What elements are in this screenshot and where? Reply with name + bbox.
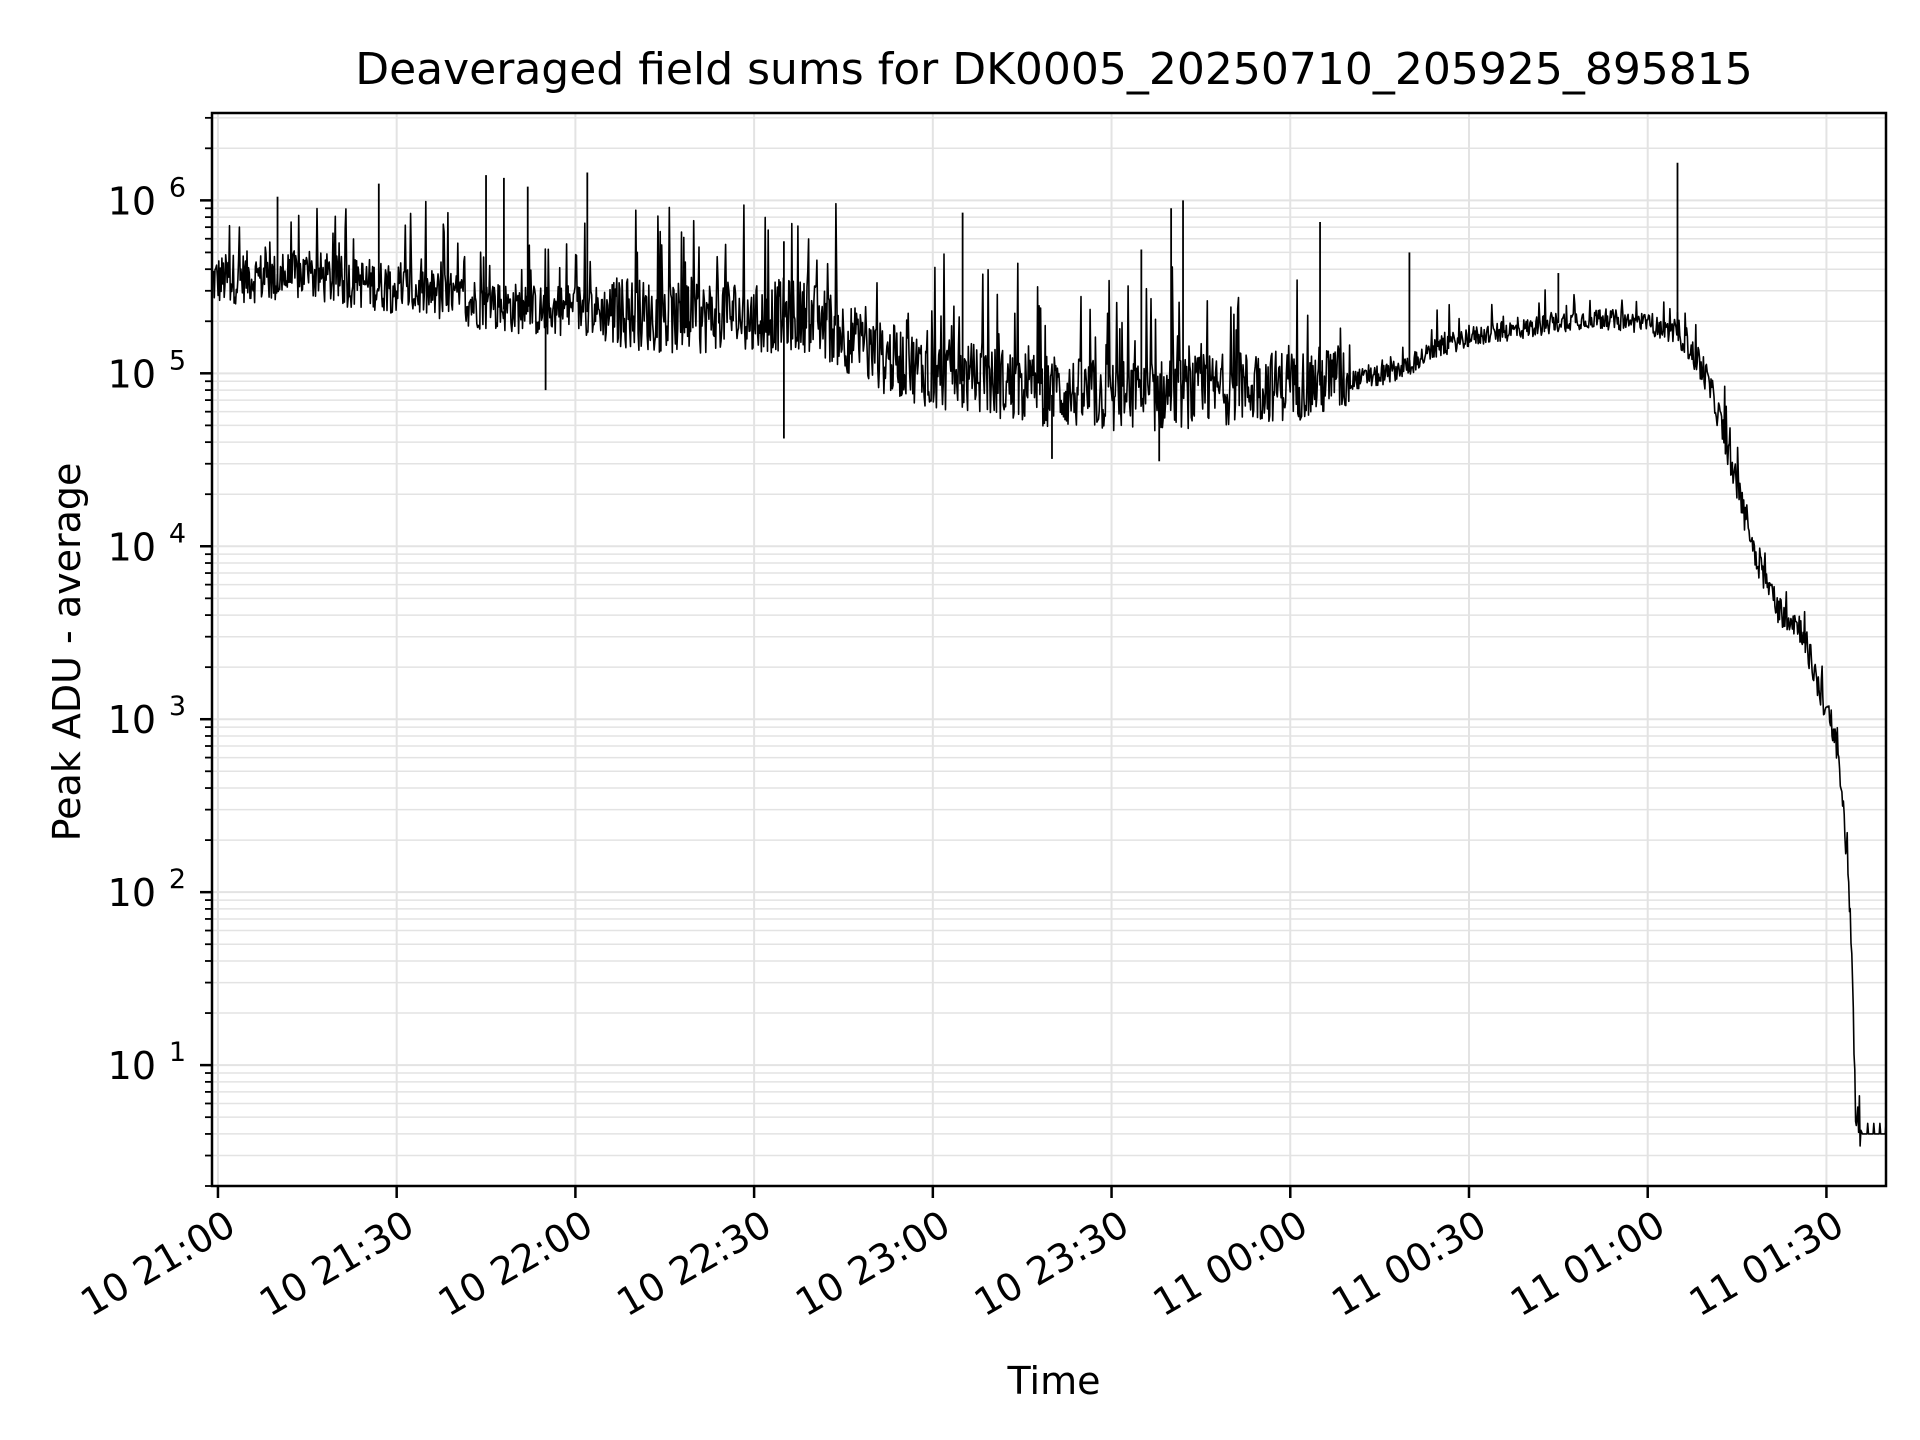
chart-title: Deaveraged field sums for DK0005_2025071… [355, 44, 1753, 95]
x-axis-label: Time [1007, 1359, 1101, 1403]
y-tick-label: 10 [108, 698, 156, 742]
y-axis-label: Peak ADU - average [45, 463, 89, 842]
y-tick-label: 10 [108, 352, 156, 396]
y-tick-label: 10 [108, 871, 156, 915]
y-tick-label-exponent: 6 [169, 172, 186, 203]
data-series [211, 162, 1887, 1147]
plot-frame [210, 111, 1888, 1188]
y-tick-label-exponent: 3 [169, 691, 186, 722]
y-tick-label-exponent: 4 [169, 518, 186, 549]
data-line [211, 200, 1887, 1147]
y-tick-label-exponent: 5 [169, 345, 186, 376]
y-tick-label-exponent: 2 [169, 864, 186, 895]
y-tick-label: 10 [108, 1044, 156, 1088]
y-tick-label: 10 [108, 525, 156, 569]
y-tick-label-exponent: 1 [169, 1037, 186, 1068]
y-tick-label: 10 [108, 179, 156, 223]
